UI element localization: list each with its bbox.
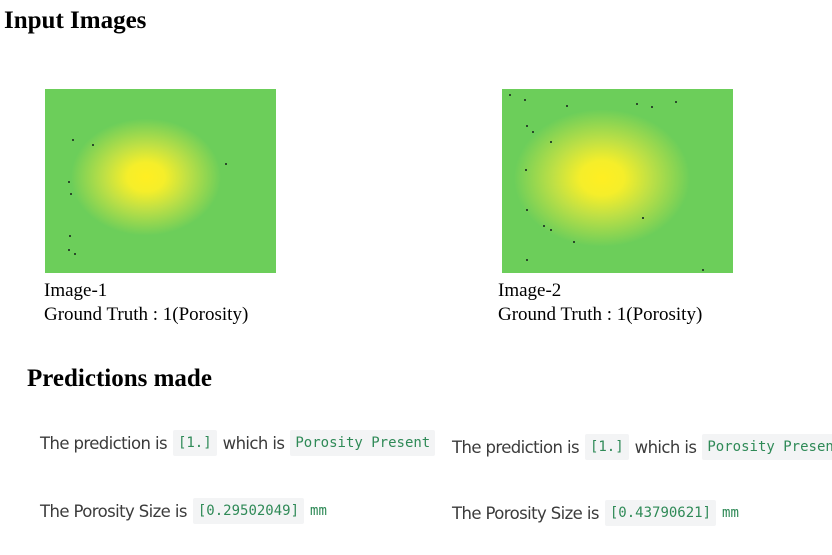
image-2-label: Image-2 bbox=[498, 280, 562, 301]
input-images-heading: Input Images bbox=[4, 7, 147, 34]
prediction-1-result: The prediction is [1.] which is Porosity… bbox=[40, 428, 436, 458]
prediction-value: [1.] bbox=[172, 430, 217, 456]
input-image-2 bbox=[502, 89, 733, 273]
prediction-prefix: The prediction is bbox=[40, 433, 168, 453]
image-2-ground-truth: Ground Truth : 1(Porosity) bbox=[498, 304, 703, 325]
which-is-text: which is bbox=[634, 437, 697, 457]
size-unit: mm bbox=[722, 505, 739, 521]
prediction-2-result: The prediction is [1.] which is Porosity… bbox=[452, 432, 832, 462]
image-2-caption: Image-2 Ground Truth : 1(Porosity) bbox=[498, 279, 702, 327]
size-value: [0.43790621] bbox=[604, 500, 717, 526]
prediction-label: Porosity Present bbox=[702, 434, 832, 460]
predictions-made-heading: Predictions made bbox=[27, 365, 212, 392]
image-1-ground-truth: Ground Truth : 1(Porosity) bbox=[44, 304, 249, 325]
prediction-2-size: The Porosity Size is [0.43790621] mm bbox=[452, 498, 739, 528]
size-prefix: The Porosity Size is bbox=[452, 503, 599, 523]
prediction-1-size: The Porosity Size is [0.29502049] mm bbox=[40, 496, 327, 526]
prediction-label: Porosity Present bbox=[290, 430, 436, 456]
prediction-value: [1.] bbox=[584, 434, 629, 460]
size-unit: mm bbox=[310, 503, 327, 519]
image-1-caption: Image-1 Ground Truth : 1(Porosity) bbox=[44, 279, 248, 327]
input-image-1 bbox=[45, 89, 276, 273]
size-prefix: The Porosity Size is bbox=[40, 501, 187, 521]
prediction-prefix: The prediction is bbox=[452, 437, 580, 457]
which-is-text: which is bbox=[222, 433, 285, 453]
size-value: [0.29502049] bbox=[192, 498, 305, 524]
image-1-label: Image-1 bbox=[44, 280, 108, 301]
